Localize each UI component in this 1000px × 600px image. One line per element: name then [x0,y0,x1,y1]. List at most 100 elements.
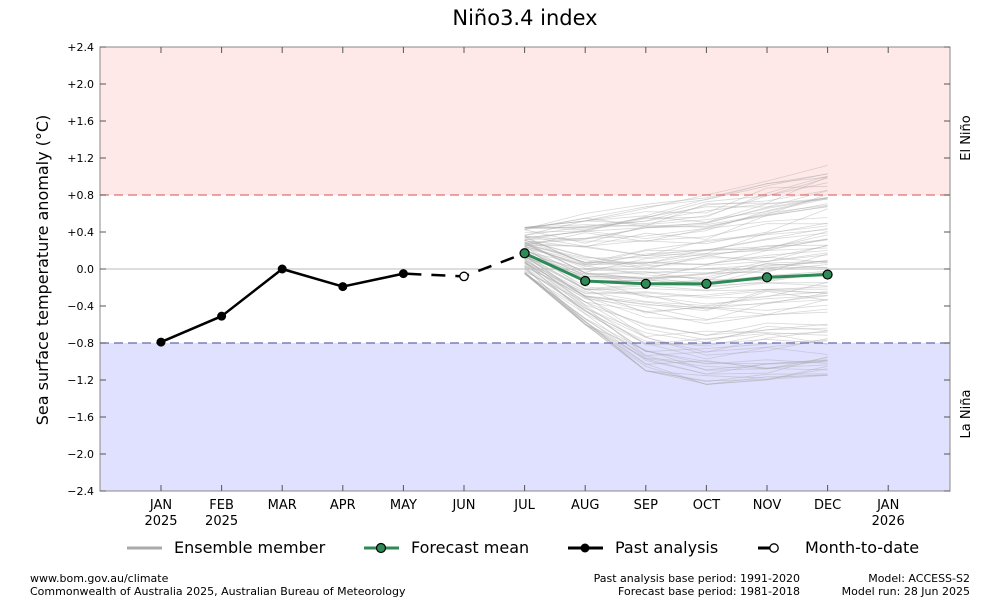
x-tick-label: AUG [571,498,599,513]
x-tick-year-label: 2026 [872,514,905,529]
y-tick-label: −2.4 [67,485,94,498]
y-tick-label: +1.2 [67,152,94,165]
ensemble-member-line [524,273,828,375]
forecast-mean-point [761,272,773,283]
footer-base-periods: Past analysis base period: 1991-2020 For… [540,572,800,598]
ensemble-member-line [524,271,828,370]
ensemble-member-line [524,225,828,257]
ensemble-member-line [524,273,828,375]
x-tick-label: APR [330,498,356,513]
ensemble-member-line [524,229,828,264]
ensemble-member-line [524,228,828,265]
x-tick-label: JAN [149,498,172,513]
ensemble-member-line [524,238,828,264]
ensemble-member-line [524,273,828,365]
past-analysis-point [217,311,227,321]
ensemble-member-line [524,258,828,337]
zone-backgrounds [100,47,950,491]
footer-past-base: Past analysis base period: 1991-2020 [593,572,800,585]
y-tick-label: −1.6 [67,411,94,424]
ensemble-member-line [524,222,828,257]
ensemble-member-line [524,261,828,345]
ensemble-member-line [524,165,828,236]
past-analysis-point [156,337,166,347]
ensemble-member-line [524,273,828,371]
ensemble-member-line [524,252,828,280]
ensemble-member-line [524,245,828,280]
ensemble-member-line [524,239,828,273]
x-tick-label: MAR [268,498,297,513]
ensemble-member-line [524,262,828,325]
ensemble-member-line [524,182,828,228]
forecast-mean-point [701,278,712,289]
legend-mtd-label: Month-to-date [805,538,919,557]
ensemble-members [524,165,828,386]
forecast-mean-point [822,269,833,280]
ensemble-member-line [524,239,828,269]
x-tick-label: SEP [634,498,658,513]
el-nino-label: El Niño [959,115,974,161]
x-tick-label: MAY [390,498,417,513]
ensemble-member-line [524,250,828,275]
footer-copyright: Commonwealth of Australia 2025, Australi… [30,585,406,598]
x-tick-label: FEB [209,498,234,513]
ensemble-member-line [524,208,828,245]
footer-left: www.bom.gov.au/climate Commonwealth of A… [30,572,405,598]
legend-past-label: Past analysis [615,538,718,557]
ensemble-member-line [524,204,828,240]
legend-forecast-label: Forecast mean [411,538,529,557]
el-nino-zone [100,47,950,195]
ensemble-member-line [524,223,828,247]
legend-past-marker [580,543,590,553]
legend-forecast-marker [375,542,387,554]
ensemble-member-line [524,266,828,382]
ensemble-member-line [524,255,828,291]
y-tick-label: +2.0 [67,78,94,91]
x-tick-label: JUN [451,498,475,513]
ensemble-member-line [524,234,828,259]
ensemble-member-line [524,239,828,266]
ensemble-member-line [524,260,828,343]
x-tick-label: JAN [876,498,899,513]
y-tick-label: 0.0 [77,263,95,276]
x-tick-label: OCT [693,498,720,513]
chart-title: Niño3.4 index [452,6,597,30]
ensemble-member-line [524,243,828,269]
y-axis-ticks: +2.4 +2.0 +1.6 +1.2 +0.8 +0.4 0.0 −0.4 −0.8 −1.2 −… [67,41,950,498]
ensemble-member-line [524,273,828,371]
ensemble-member-line [524,273,828,365]
ensemble-member-line [524,199,828,239]
ensemble-member-line [524,194,828,244]
ensemble-member-line [524,245,828,292]
ensemble-member-line [524,244,828,270]
forecast-mean-point [519,248,530,259]
ensemble-member-line [524,256,828,286]
x-tick-year-label: 2025 [205,514,238,529]
x-tick-year-label: 2025 [144,514,177,529]
x-tick-label: JUL [513,498,535,513]
ensemble-member-line [524,254,828,305]
past-analysis-point [277,264,287,274]
footer-url: www.bom.gov.au/climate [30,572,169,585]
ensemble-member-line [524,255,828,321]
ensemble-member-line [524,175,828,241]
ensemble-member-line [524,232,828,267]
ensemble-member-line [524,265,828,310]
data-series [156,248,833,347]
reference-lines [100,194,950,344]
forecast-mean-point [640,278,651,289]
ensemble-member-line [524,263,828,298]
y-tick-label: −2.0 [67,448,94,461]
ensemble-member-line [524,251,828,310]
ensemble-member-line [524,267,828,386]
legend-ensemble-label: Ensemble member [174,538,326,557]
ensemble-member-line [524,196,828,240]
ensemble-member-line [524,197,828,239]
month-to-date-point [459,271,469,282]
ensemble-member-line [524,237,828,265]
y-tick-label: +2.4 [67,41,94,54]
x-tick-label: NOV [753,498,782,513]
ensemble-member-line [524,273,828,379]
